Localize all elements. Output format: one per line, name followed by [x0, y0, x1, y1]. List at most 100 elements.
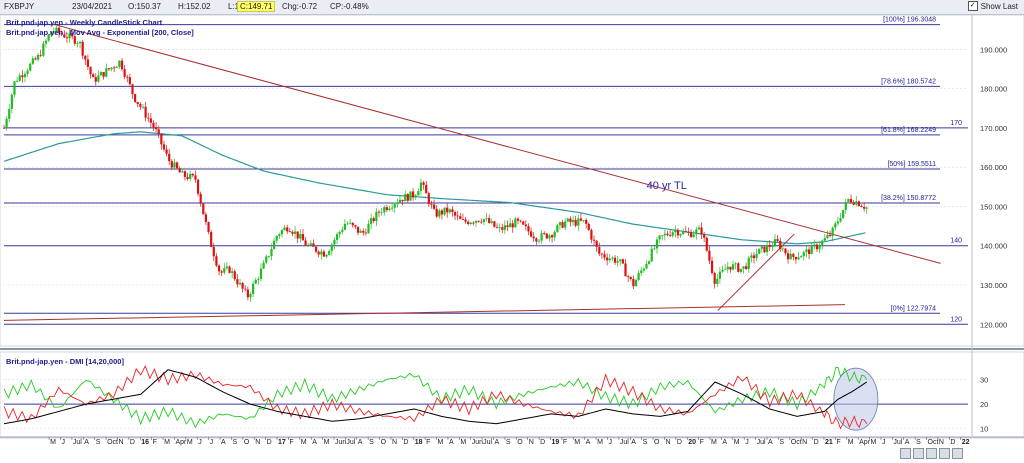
- candle: [516, 217, 520, 225]
- candle-body: [700, 227, 703, 235]
- candle: [149, 113, 152, 128]
- candle: [432, 199, 436, 211]
- checkbox-checked-icon[interactable]: ✓: [967, 1, 978, 11]
- candle: [564, 217, 567, 231]
- candle-body: [582, 219, 585, 221]
- x-tick-label: S: [916, 439, 921, 446]
- candle-body: [760, 246, 763, 249]
- candle-body: [674, 230, 677, 233]
- candle: [419, 178, 423, 195]
- candle: [574, 215, 577, 228]
- level-label-120: 120: [950, 316, 962, 323]
- x-tick-label: S: [779, 439, 784, 446]
- candle: [259, 263, 263, 282]
- candle: [391, 202, 394, 212]
- candle: [178, 166, 181, 173]
- candle-body: [695, 229, 698, 235]
- candle: [700, 222, 703, 239]
- x-tick-label: M: [164, 439, 170, 446]
- candle-body: [595, 240, 598, 247]
- candle: [537, 238, 541, 244]
- candle: [713, 271, 716, 289]
- candle-body: [446, 207, 449, 213]
- x-tick-label: J: [62, 439, 66, 446]
- candle: [406, 193, 409, 203]
- candle: [267, 255, 270, 259]
- x-tick-label: F: [153, 439, 157, 446]
- x-tick-label: N: [255, 439, 260, 446]
- x-tick-label: Jul: [757, 439, 766, 446]
- x-tick-label: N: [939, 439, 944, 446]
- candle-body: [676, 230, 680, 236]
- candle-body: [522, 221, 525, 225]
- show-last-toggle[interactable]: ✓ Show Last: [967, 1, 1018, 11]
- candle-body: [26, 70, 29, 74]
- candle: [225, 262, 229, 271]
- zoom-in-button[interactable]: [913, 448, 924, 459]
- candle-body: [228, 266, 231, 273]
- candle: [768, 240, 771, 252]
- candle-body: [362, 230, 365, 233]
- level-label-170: 170: [950, 120, 962, 127]
- candle: [377, 209, 381, 217]
- candle: [170, 159, 173, 171]
- candle-body: [81, 41, 84, 56]
- candle-body: [29, 63, 32, 71]
- x-tick-label: M: [324, 439, 330, 446]
- candle: [692, 230, 695, 238]
- x-tick-label: Jul: [346, 439, 355, 446]
- candle: [231, 268, 234, 279]
- x-tick-label: N: [529, 439, 534, 446]
- candle-body: [708, 250, 711, 261]
- candle: [629, 276, 632, 281]
- candle-body: [440, 210, 444, 215]
- candle: [207, 221, 210, 235]
- candle-body: [718, 271, 722, 279]
- candle-body: [372, 218, 375, 222]
- zoom-out-button[interactable]: [900, 448, 911, 459]
- candle-body: [99, 72, 103, 76]
- candle: [747, 255, 750, 273]
- x-tick-label: S: [96, 439, 101, 446]
- candle: [627, 274, 630, 283]
- candle-body: [168, 153, 171, 162]
- scroll-left-button[interactable]: [926, 448, 937, 459]
- candle: [663, 229, 666, 241]
- candle: [16, 77, 19, 83]
- candle: [42, 40, 45, 58]
- candle: [569, 216, 572, 227]
- candle-body: [225, 266, 229, 269]
- candle-body: [288, 231, 291, 233]
- candle-body: [50, 31, 53, 35]
- candle-body: [537, 240, 541, 242]
- candle-body: [773, 239, 777, 247]
- candle: [446, 203, 449, 218]
- candle: [314, 246, 318, 254]
- candle: [393, 202, 396, 213]
- candle-body: [784, 248, 787, 254]
- candle-body: [781, 248, 784, 250]
- candle-body: [165, 149, 168, 154]
- candle: [8, 104, 11, 123]
- trendline-40-yr-TL: [51, 23, 941, 264]
- scroll-right-button[interactable]: [939, 448, 950, 459]
- candle-body: [739, 268, 742, 272]
- candle-body: [231, 271, 234, 273]
- candle: [217, 264, 221, 276]
- x-tick-label: M: [187, 439, 193, 446]
- candle-body: [813, 244, 816, 246]
- fib-label: [78.6%] 180.5742: [881, 78, 936, 85]
- candle: [865, 206, 868, 214]
- candle-body: [233, 271, 236, 280]
- fib-label: [100%] 196.3048: [883, 17, 936, 24]
- candle-body: [42, 43, 45, 56]
- x-tick-label: N: [118, 439, 123, 446]
- candle-body: [134, 94, 137, 102]
- candle-body: [238, 282, 242, 285]
- candle: [634, 278, 638, 287]
- settings-button[interactable]: [952, 448, 963, 459]
- candle-body: [724, 269, 727, 271]
- candle-body: [863, 207, 866, 209]
- candle-body: [283, 227, 286, 231]
